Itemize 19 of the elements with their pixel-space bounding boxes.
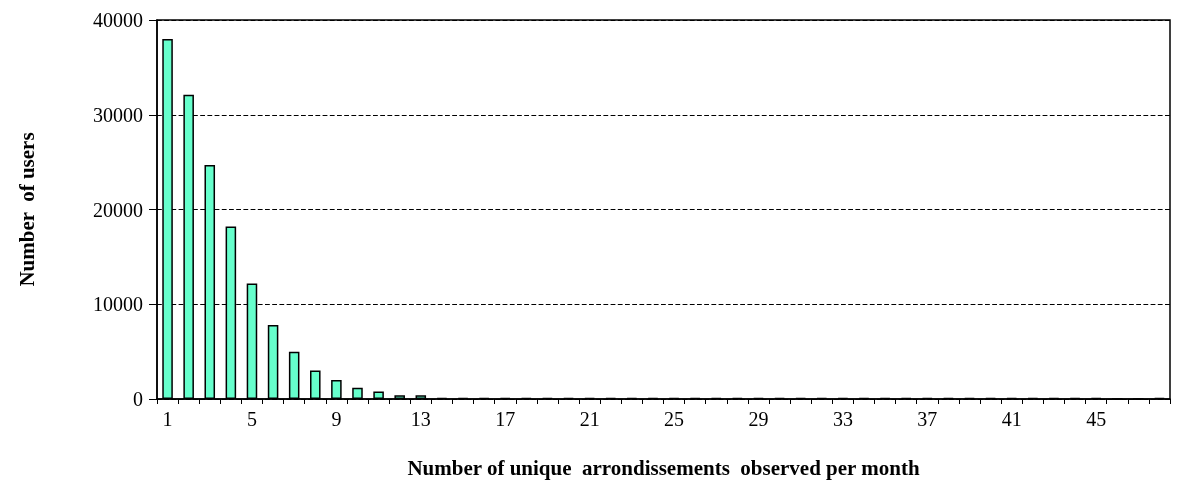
y-tick-label: 40000 (93, 9, 143, 31)
y-tick-label: 0 (133, 388, 143, 410)
x-tick-label: 29 (748, 408, 769, 430)
x-axis-title: Number of unique arrondissements observed per month (407, 455, 920, 480)
x-tick-label: 1 (162, 408, 173, 430)
y-tick-label: 20000 (93, 198, 143, 221)
y-tick-label: 30000 (93, 103, 143, 126)
x-tick-label: 21 (579, 408, 600, 430)
x-tick-label: 9 (331, 408, 342, 430)
x-tick-label: 13 (410, 408, 431, 430)
x-tick-label: 37 (917, 408, 938, 430)
y-axis-title: Number of users (14, 132, 39, 287)
y-tick-label: 10000 (93, 293, 143, 316)
x-tick-label: 17 (495, 408, 516, 430)
x-tick-label: 25 (664, 408, 685, 430)
x-tick-label: 41 (1001, 408, 1022, 430)
x-tick-label: 45 (1086, 408, 1107, 430)
x-tick-label: 5 (246, 408, 257, 430)
x-tick-label: 33 (832, 408, 853, 430)
